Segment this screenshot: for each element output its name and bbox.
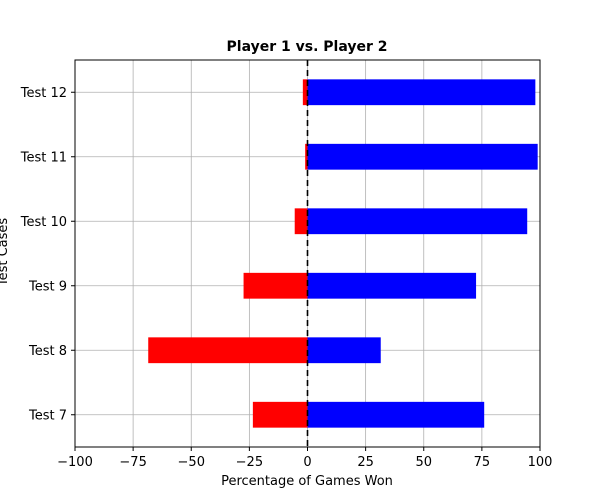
y-tick-label: Test 10 (20, 215, 67, 230)
bars (148, 79, 538, 428)
bar (307, 143, 538, 170)
y-tick-label: Test 12 (20, 86, 67, 101)
bar (294, 208, 308, 235)
bar (307, 272, 477, 299)
y-tick-label: Test 9 (28, 279, 67, 294)
y-axis-label: Test Cases (0, 218, 11, 288)
x-tick-label: −25 (236, 455, 263, 470)
bar (307, 401, 485, 428)
bar (307, 337, 381, 364)
x-tick-label: 0 (303, 455, 311, 470)
x-tick-label: −50 (178, 455, 205, 470)
y-tick-label: Test 8 (28, 344, 67, 359)
y-tick-label: Test 7 (28, 408, 67, 423)
bar (252, 401, 308, 428)
x-tick-label: 25 (357, 455, 374, 470)
bar (243, 272, 308, 299)
axis-ticks: −100 −75 −50 −25 0 25 50 75 100 Test 7 Test 8 Test … (20, 86, 553, 470)
bar (148, 337, 308, 364)
chart-title: Player 1 vs. Player 2 (227, 39, 388, 55)
x-tick-label: 100 (528, 455, 553, 470)
bar (302, 79, 308, 106)
x-tick-label: −100 (57, 455, 93, 470)
bar (305, 143, 308, 170)
bar (307, 208, 528, 235)
y-tick-label: Test 11 (20, 150, 67, 165)
x-tick-label: 50 (415, 455, 432, 470)
x-tick-label: −75 (119, 455, 146, 470)
x-tick-label: 75 (474, 455, 491, 470)
bar (307, 79, 536, 106)
x-axis-label: Percentage of Games Won (221, 474, 393, 489)
